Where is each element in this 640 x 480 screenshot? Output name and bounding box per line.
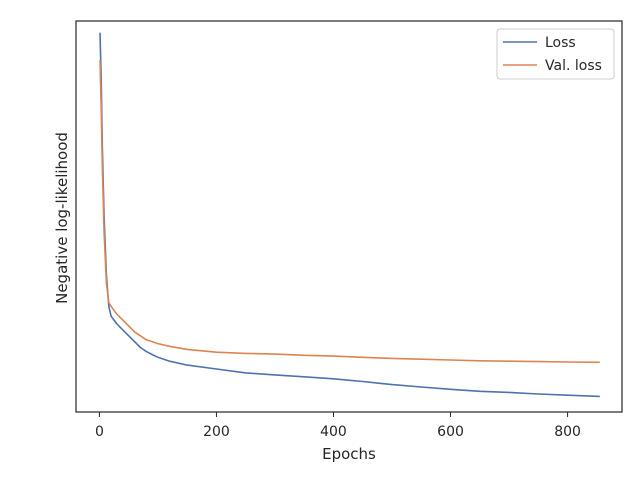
x-tick-label: 400: [320, 424, 347, 440]
plot-frame: [75, 20, 623, 413]
series-line-val-loss: [99, 60, 600, 364]
x-tick-label: 600: [437, 424, 464, 440]
x-tick-label: 800: [554, 424, 581, 440]
series-lines: [99, 32, 600, 398]
legend-label-val-loss: Val. loss: [545, 58, 602, 74]
series-line-loss: [99, 32, 600, 398]
x-tick-label: 0: [95, 424, 104, 440]
x-axis-label: Epochs: [322, 445, 376, 463]
x-axis-ticks: 0 200 400 600 800: [95, 412, 581, 440]
legend-label-loss: Loss: [545, 35, 576, 51]
x-tick-label: 200: [203, 424, 230, 440]
legend: Loss Val. loss: [496, 28, 615, 80]
y-axis-label: Negative log-likelihood: [53, 132, 71, 304]
